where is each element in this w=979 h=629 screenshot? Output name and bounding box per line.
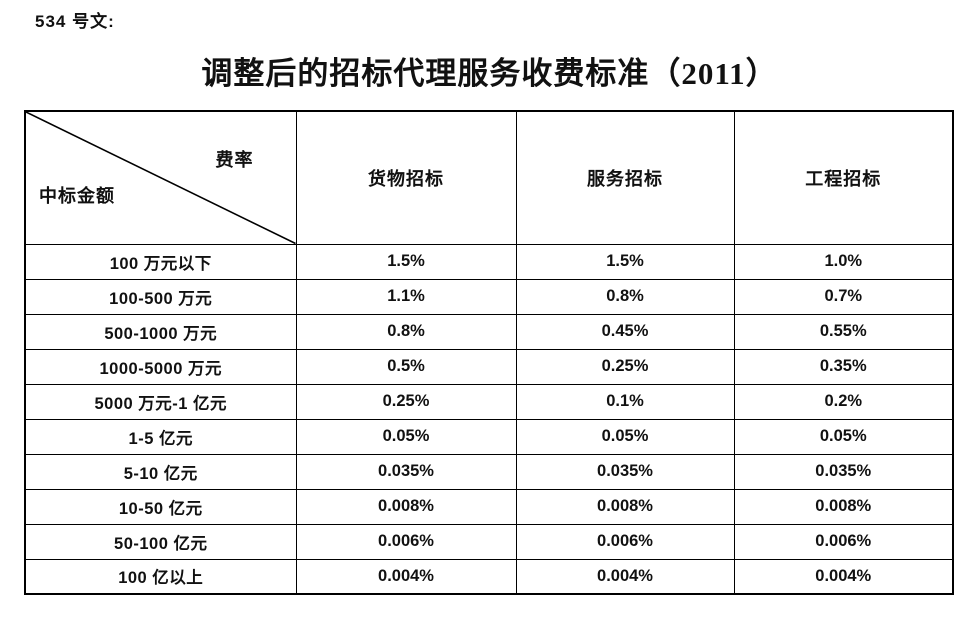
table-row: 1-5 亿元 0.05% 0.05% 0.05% xyxy=(24,418,954,455)
rate-cell: 1.5% xyxy=(295,243,517,280)
rate-cell: 0.25% xyxy=(515,348,735,385)
row-label: 100 亿以上 xyxy=(24,558,297,595)
rate-cell: 0.006% xyxy=(515,523,735,560)
rate-cell: 0.35% xyxy=(733,348,954,385)
rate-cell: 0.45% xyxy=(515,313,735,350)
rate-cell: 0.006% xyxy=(733,523,954,560)
rate-cell: 1.5% xyxy=(515,243,735,280)
row-label: 500-1000 万元 xyxy=(24,313,297,350)
table-row: 100 万元以下 1.5% 1.5% 1.0% xyxy=(24,243,954,280)
row-label: 10-50 亿元 xyxy=(24,488,297,525)
fee-rate-table: 费率 中标金额 货物招标 服务招标 工程招标 100 万元以下 1.5% 1.5… xyxy=(24,110,954,595)
rate-cell: 0.008% xyxy=(515,488,735,525)
column-header-goods: 货物招标 xyxy=(295,110,517,245)
table-row: 100-500 万元 1.1% 0.8% 0.7% xyxy=(24,278,954,315)
rate-cell: 1.1% xyxy=(295,278,517,315)
rate-cell: 0.004% xyxy=(515,558,735,595)
row-label: 100 万元以下 xyxy=(24,243,297,280)
rate-cell: 0.7% xyxy=(733,278,954,315)
rate-cell: 0.035% xyxy=(733,453,954,490)
row-label: 1000-5000 万元 xyxy=(24,348,297,385)
rate-cell: 0.05% xyxy=(733,418,954,455)
rate-cell: 0.05% xyxy=(515,418,735,455)
rate-cell: 0.55% xyxy=(733,313,954,350)
row-label: 1-5 亿元 xyxy=(24,418,297,455)
column-header-services: 服务招标 xyxy=(515,110,735,245)
rate-cell: 0.1% xyxy=(515,383,735,420)
rate-cell: 0.8% xyxy=(515,278,735,315)
rate-cell: 0.035% xyxy=(295,453,517,490)
row-label: 50-100 亿元 xyxy=(24,523,297,560)
table-row: 500-1000 万元 0.8% 0.45% 0.55% xyxy=(24,313,954,350)
rate-cell: 0.05% xyxy=(295,418,517,455)
rate-cell: 0.035% xyxy=(515,453,735,490)
rate-cell: 0.008% xyxy=(295,488,517,525)
table-header-row: 费率 中标金额 货物招标 服务招标 工程招标 xyxy=(24,110,954,245)
rate-cell: 0.8% xyxy=(295,313,517,350)
column-header-engineering: 工程招标 xyxy=(733,110,954,245)
rate-cell: 0.2% xyxy=(733,383,954,420)
rate-cell: 0.5% xyxy=(295,348,517,385)
rate-cell: 1.0% xyxy=(733,243,954,280)
corner-label-fee-rate: 费率 xyxy=(215,150,254,170)
diagonal-corner-cell: 费率 中标金额 xyxy=(24,110,297,245)
page-title: 调整后的招标代理服务收费标准（2011） xyxy=(201,56,778,91)
doc-number: 534 号文: xyxy=(35,12,115,31)
rate-cell: 0.004% xyxy=(733,558,954,595)
rate-cell: 0.004% xyxy=(295,558,517,595)
row-label: 5000 万元-1 亿元 xyxy=(24,383,297,420)
table-row: 100 亿以上 0.004% 0.004% 0.004% xyxy=(24,558,954,595)
rate-cell: 0.25% xyxy=(295,383,517,420)
diagonal-line xyxy=(26,112,296,244)
corner-label-award-amount: 中标金额 xyxy=(39,185,115,206)
table-row: 1000-5000 万元 0.5% 0.25% 0.35% xyxy=(24,348,954,385)
table-row: 50-100 亿元 0.006% 0.006% 0.006% xyxy=(24,523,954,560)
row-label: 100-500 万元 xyxy=(24,278,297,315)
table-row: 5-10 亿元 0.035% 0.035% 0.035% xyxy=(24,453,954,490)
rate-cell: 0.006% xyxy=(295,523,517,560)
table-row: 10-50 亿元 0.008% 0.008% 0.008% xyxy=(24,488,954,525)
table-row: 5000 万元-1 亿元 0.25% 0.1% 0.2% xyxy=(24,383,954,420)
rate-cell: 0.008% xyxy=(733,488,954,525)
row-label: 5-10 亿元 xyxy=(24,453,297,490)
